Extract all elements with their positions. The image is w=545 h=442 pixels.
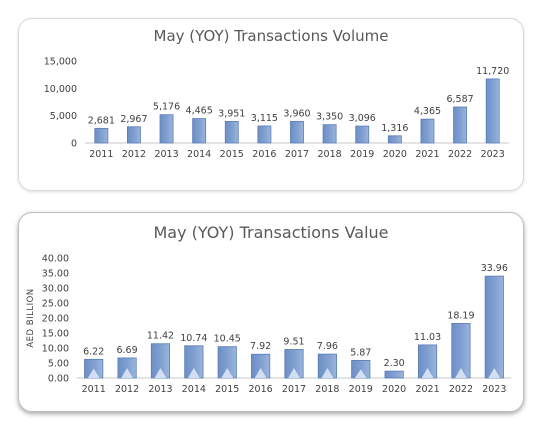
volume-x-tick-label: 2011: [89, 149, 113, 160]
volume-x-tick-label: 2021: [415, 149, 439, 160]
value-chart-title: May (YOY) Transactions Value: [153, 223, 389, 242]
value-data-label: 2.30: [384, 358, 405, 369]
volume-bar: [257, 125, 272, 144]
value-bar-highlight: [121, 368, 133, 378]
volume-data-label: 3,951: [218, 108, 245, 119]
volume-bar: [420, 118, 435, 144]
volume-data-label: 5,176: [153, 102, 180, 113]
value-bar-highlight: [354, 369, 367, 378]
value-x-tick-label: 2022: [449, 384, 473, 395]
volume-data-label: 6,587: [446, 94, 473, 105]
value-data-label: 7.96: [317, 341, 338, 352]
value-y-tick-label: 5.00: [48, 359, 69, 370]
volume-x-tick-label: 2013: [154, 149, 178, 160]
value-y-tick-label: 20.00: [42, 314, 69, 325]
value-y-tick-label: 10.00: [42, 344, 69, 355]
value-x-tick-label: 2015: [215, 384, 239, 395]
volume-bar: [290, 120, 304, 144]
value-x-tick-label: 2023: [482, 384, 506, 395]
value-data-label: 9.51: [283, 336, 304, 347]
volume-bar-chart: 0 5,000 10,000 15,000 2,681 2011 2,967 2012 5,17…: [44, 57, 510, 161]
volume-bar: [322, 124, 337, 144]
value-bar-highlight: [455, 368, 467, 378]
volume-bar: [159, 114, 174, 144]
value-x-tick-label: 2018: [315, 384, 339, 395]
value-data-label: 10.74: [180, 333, 207, 344]
volume-x-tick-label: 2022: [448, 149, 472, 160]
value-data-label: 10.45: [214, 334, 241, 345]
value-bar-highlight: [288, 368, 300, 378]
volume-bar: [387, 135, 402, 144]
volume-chart-panel: May (YOY) Transactions Volume 0 5,000 10,0…: [18, 18, 524, 191]
value-bar-highlight: [87, 368, 100, 378]
volume-bar: [485, 78, 500, 144]
value-bar: [484, 275, 504, 379]
value-bar-highlight: [221, 368, 234, 378]
volume-bar: [355, 125, 370, 144]
value-x-tick-label: 2012: [115, 384, 139, 395]
value-x-tick-label: 2020: [382, 384, 406, 395]
volume-data-label: 3,096: [349, 113, 376, 124]
value-data-label: 11.42: [147, 331, 174, 342]
volume-x-tick-label: 2014: [187, 149, 211, 160]
volume-x-tick-label: 2018: [318, 149, 342, 160]
volume-y-tick-label: 10,000: [44, 84, 77, 95]
value-bar-highlight: [321, 368, 334, 378]
value-y-tick-label: 15.00: [42, 329, 69, 340]
value-data-label: 7.92: [250, 341, 271, 352]
volume-data-label: 4,465: [186, 106, 213, 117]
value-y-tick-label: 0.00: [48, 374, 69, 385]
value-chart-panel: May (YOY) Transactions Value 0.00 5.00 10.…: [18, 212, 524, 412]
value-x-tick-label: 2011: [82, 384, 106, 395]
volume-bar: [453, 106, 467, 144]
volume-x-tick-label: 2012: [122, 149, 146, 160]
value-x-tick-label: 2017: [282, 384, 306, 395]
value-y-tick-label: 30.00: [42, 284, 69, 295]
value-bar-chart: 0.00 5.00 10.00 15.00 20.00 25.00 30.00 35.00 40…: [26, 254, 511, 395]
value-bar-highlight: [254, 368, 267, 378]
value-data-label: 18.19: [447, 310, 474, 321]
volume-data-label: 1,316: [381, 123, 408, 134]
volume-x-tick-label: 2023: [481, 149, 505, 160]
volume-x-tick-label: 2015: [220, 149, 244, 160]
volume-bar: [192, 118, 207, 144]
volume-x-tick-label: 2019: [350, 149, 374, 160]
value-data-label: 33.96: [481, 263, 508, 274]
volume-x-tick-label: 2020: [383, 149, 407, 160]
volume-x-tick-label: 2017: [285, 149, 309, 160]
volume-data-label: 4,365: [414, 106, 441, 117]
volume-data-label: 11,720: [476, 66, 509, 77]
volume-chart-title: May (YOY) Transactions Volume: [153, 27, 389, 45]
value-bar-highlight: [187, 368, 200, 378]
volume-data-label: 3,350: [316, 112, 343, 123]
volume-data-label: 3,960: [283, 108, 310, 119]
value-y-tick-label: 35.00: [42, 269, 69, 280]
volume-data-label: 3,115: [251, 113, 278, 124]
value-data-label: 11.03: [414, 332, 441, 343]
value-bar-highlight: [488, 368, 501, 378]
value-x-tick-label: 2019: [349, 384, 373, 395]
value-bar-highlight: [421, 368, 434, 378]
value-y-axis-label: AED BILLION: [26, 288, 36, 347]
volume-bar: [127, 126, 141, 144]
volume-bar: [94, 127, 109, 144]
value-y-tick-label: 25.00: [42, 299, 69, 310]
volume-data-label: 2,967: [120, 114, 147, 125]
volume-y-tick-label: 5,000: [50, 111, 77, 122]
value-x-tick-label: 2016: [249, 384, 273, 395]
volume-x-tick-label: 2016: [252, 149, 276, 160]
value-y-tick-label: 40.00: [42, 254, 69, 265]
volume-bar: [224, 121, 239, 144]
volume-y-tick-label: 0: [71, 139, 77, 150]
value-x-tick-label: 2014: [182, 384, 206, 395]
volume-data-label: 2,681: [88, 115, 115, 126]
value-data-label: 5.87: [350, 347, 371, 358]
value-bar: [384, 370, 404, 379]
value-data-label: 6.22: [83, 346, 104, 357]
volume-y-tick-label: 15,000: [44, 57, 77, 68]
value-x-tick-label: 2013: [148, 384, 172, 395]
value-x-tick-label: 2021: [415, 384, 439, 395]
value-bar-highlight: [154, 368, 167, 378]
value-data-label: 6.69: [116, 345, 137, 356]
